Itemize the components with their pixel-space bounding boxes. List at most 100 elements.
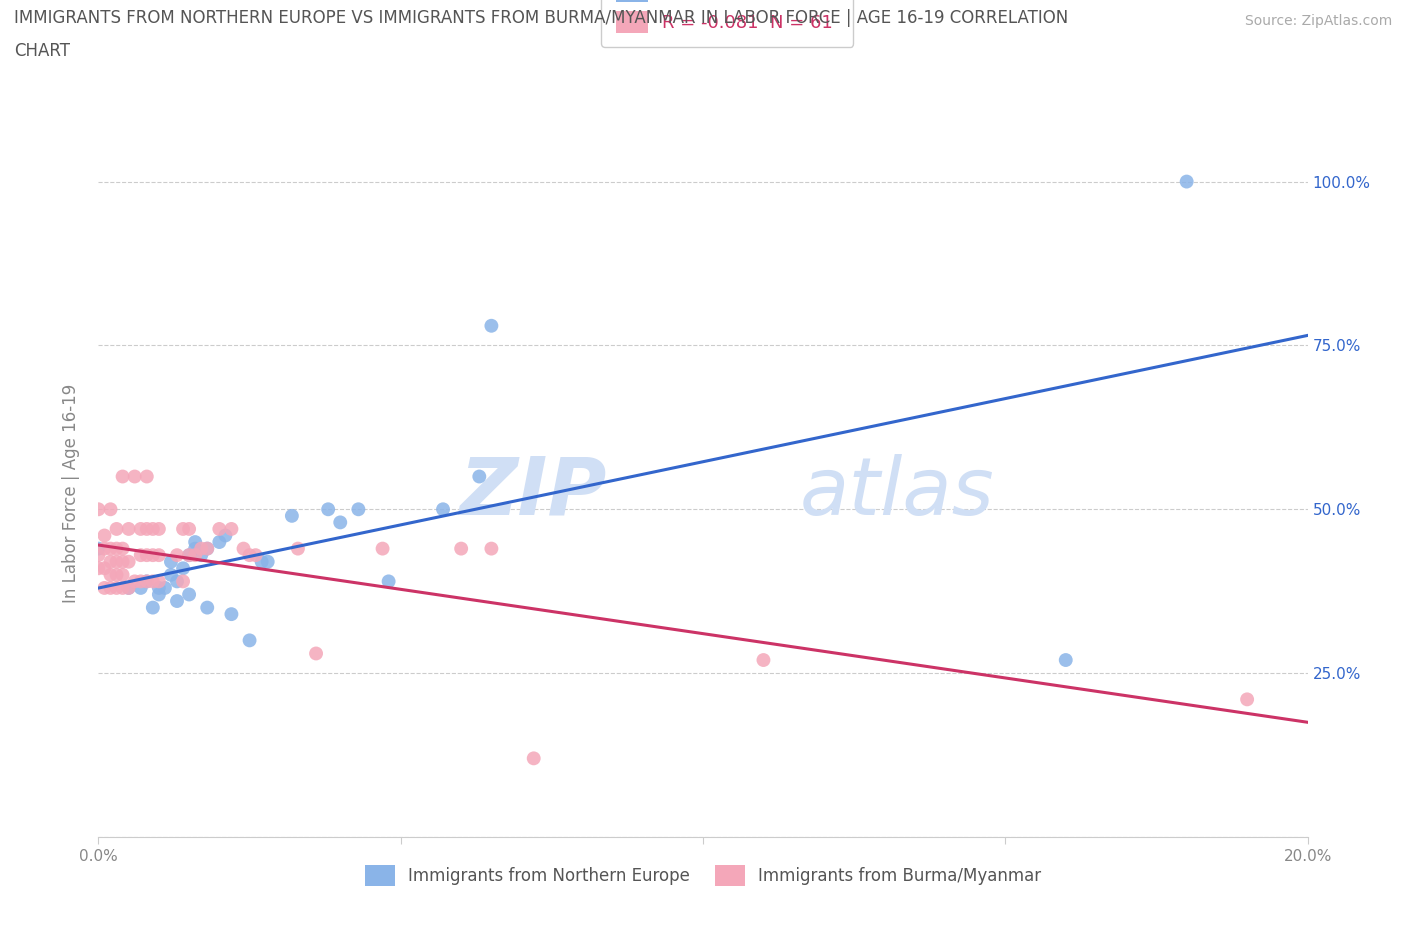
Point [129,548,152,563]
Point [481,318,503,333]
Point [195,541,218,556]
Point [124,574,146,589]
Point [100,541,122,556]
Point [111,580,134,595]
Text: IMMIGRANTS FROM NORTHERN EUROPE VS IMMIGRANTS FROM BURMA/MYANMAR IN LABOR FORCE : IMMIGRANTS FROM NORTHERN EUROPE VS IMMIG… [14,9,1069,27]
Point [1054,653,1077,668]
Point [148,587,170,602]
Point [148,548,170,563]
Point [1236,692,1258,707]
Point [100,567,122,582]
Legend: Immigrants from Northern Europe, Immigrants from Burma/Myanmar: Immigrants from Northern Europe, Immigra… [353,854,1053,897]
Point [432,502,454,517]
Point [93,528,115,543]
Point [195,541,218,556]
Point [111,469,134,484]
Point [111,554,134,569]
Point [195,600,218,615]
Point [166,593,188,608]
Point [232,541,254,556]
Point [172,522,194,537]
Point [93,580,115,595]
Point [105,580,128,595]
Point [135,574,157,589]
Point [153,580,176,595]
Point [179,548,201,563]
Point [111,541,134,556]
Point [87,541,110,556]
Point [135,574,157,589]
Point [142,548,165,563]
Point [377,574,399,589]
Point [148,580,170,595]
Point [166,574,188,589]
Point [245,548,267,563]
Point [208,522,231,537]
Point [329,515,352,530]
Point [190,541,212,556]
Point [239,548,262,563]
Point [179,548,201,563]
Text: Source: ZipAtlas.com: Source: ZipAtlas.com [1244,14,1392,28]
Point [214,528,236,543]
Point [166,548,188,563]
Point [129,522,152,537]
Point [172,561,194,576]
Point [221,522,243,537]
Point [1175,174,1198,189]
Point [118,580,141,595]
Point [468,469,491,484]
Point [135,522,157,537]
Point [179,587,201,602]
Point [93,561,115,576]
Point [87,548,110,563]
Point [160,554,183,569]
Point [450,541,472,556]
Point [481,541,503,556]
Point [148,522,170,537]
Point [118,580,141,595]
Point [100,502,122,517]
Point [118,522,141,537]
Point [100,580,122,595]
Point [256,554,278,569]
Point [250,554,273,569]
Point [184,541,207,556]
Point [160,567,183,582]
Point [118,554,141,569]
Point [105,567,128,582]
Point [239,633,262,648]
Point [87,502,110,517]
Point [135,469,157,484]
Point [287,541,309,556]
Point [111,567,134,582]
Point [100,554,122,569]
Point [135,548,157,563]
Point [105,554,128,569]
Point [347,502,370,517]
Point [129,574,152,589]
Text: ZIP: ZIP [458,454,606,532]
Point [184,548,207,563]
Point [208,535,231,550]
Point [371,541,394,556]
Point [523,751,546,765]
Point [105,541,128,556]
Point [221,606,243,621]
Point [281,509,304,524]
Text: atlas: atlas [800,454,994,532]
Point [148,574,170,589]
Point [190,548,212,563]
Point [305,646,328,661]
Point [142,522,165,537]
Point [142,600,165,615]
Point [87,561,110,576]
Point [172,574,194,589]
Y-axis label: In Labor Force | Age 16-19: In Labor Force | Age 16-19 [62,383,80,603]
Point [184,535,207,550]
Point [752,653,775,668]
Point [93,541,115,556]
Point [105,522,128,537]
Point [316,502,339,517]
Point [124,469,146,484]
